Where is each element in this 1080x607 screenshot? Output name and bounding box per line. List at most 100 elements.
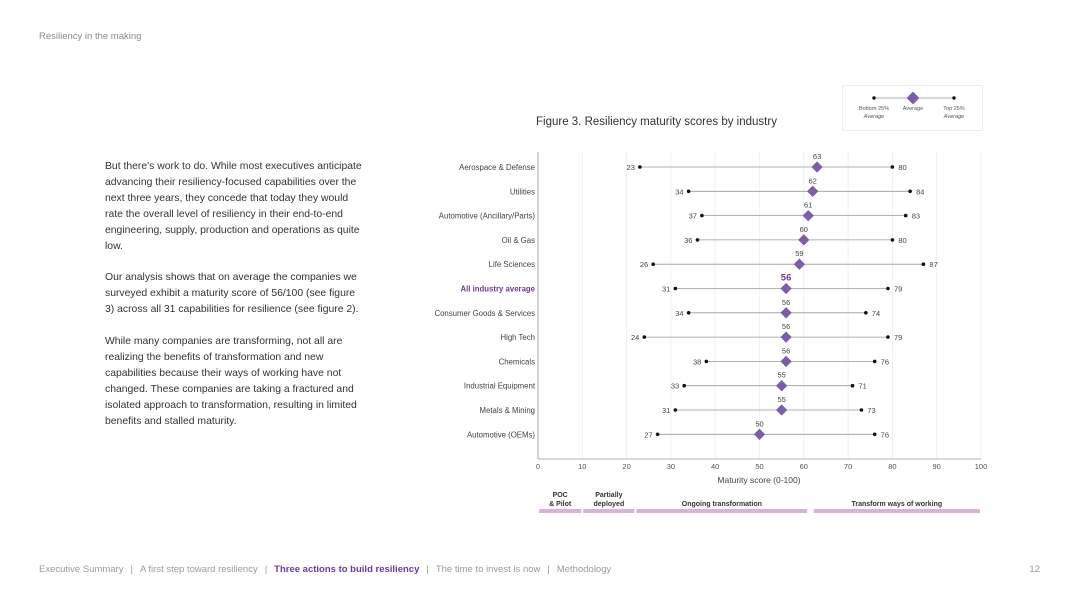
stage-segment: Transform ways of working: [813, 501, 980, 513]
stage-label: deployed: [594, 501, 625, 508]
category-label: Automotive (Ancillary/Parts): [439, 212, 536, 221]
stage-bar: [583, 509, 635, 513]
average-marker: [811, 161, 823, 173]
top-marker: [872, 432, 877, 437]
stage-segment: Partially deployed: [583, 492, 635, 513]
industry-row: Industrial Equipment 33 71 55: [464, 371, 867, 392]
legend-top-label-2: Average: [943, 114, 964, 120]
body-text: But there's work to do. While most execu…: [105, 159, 367, 446]
top-value-label: 76: [881, 430, 889, 439]
top-marker: [872, 359, 877, 364]
x-tick-label: 50: [755, 462, 763, 471]
legend-top-label: Top 25%: [943, 106, 965, 112]
bottom-value-label: 31: [662, 285, 670, 294]
industry-row: Chemicals 38 76 56: [499, 346, 889, 368]
bottom-marker: [651, 262, 655, 267]
footer-separator: |: [130, 564, 133, 575]
industry-row: Oil & Gas 36 80 60: [502, 225, 907, 246]
chart-gridlines: [537, 152, 982, 459]
footer-nav-link[interactable]: A first step toward resiliency: [139, 564, 258, 575]
stage-label: Ongoing transformation: [682, 501, 762, 508]
average-value-label: 56: [781, 273, 792, 284]
average-value-label: 61: [804, 201, 812, 210]
top-value-label: 80: [898, 236, 906, 245]
bottom-marker: [673, 408, 678, 412]
x-tick-label: 70: [844, 462, 852, 471]
footer-nav-link[interactable]: Executive Summary: [39, 564, 124, 575]
bottom-marker: [700, 213, 704, 218]
stage-bar: [539, 509, 582, 513]
top-marker: [850, 383, 855, 388]
bottom-marker: [655, 432, 660, 437]
top-marker: [921, 262, 926, 267]
average-marker: [780, 282, 792, 295]
category-label: Consumer Goods & Services: [434, 309, 535, 318]
average-value-label: 63: [813, 152, 821, 161]
average-value-label: 56: [782, 346, 790, 355]
maturity-stages: POC & Pilot Partially deployed Ongoing trans…: [539, 492, 980, 513]
average-value-label: 55: [777, 395, 785, 404]
legend-average-label: Average: [903, 106, 923, 112]
legend-top-marker: [952, 96, 956, 100]
footer-separator: |: [426, 564, 429, 575]
average-marker: [798, 234, 810, 246]
footer-nav-link[interactable]: Three actions to build resiliency: [274, 564, 420, 575]
stage-segment: Ongoing transformation: [636, 501, 808, 513]
x-tick-label: 100: [975, 462, 988, 471]
legend-average-marker: [906, 91, 920, 105]
industry-row: Consumer Goods & Services 34 74 56: [434, 298, 880, 319]
top-value-label: 76: [881, 357, 889, 366]
bottom-value-label: 34: [675, 309, 683, 318]
industry-row: Life Sciences 26 87 59: [489, 249, 938, 270]
bottom-marker: [673, 286, 678, 291]
industry-row: Aerospace & Defense 23 80 63: [459, 152, 907, 173]
category-label: Automotive (OEMs): [467, 430, 535, 439]
bottom-marker: [704, 359, 709, 364]
bottom-value-label: 38: [693, 357, 701, 366]
industry-row: Automotive (Ancillary/Parts) 37 83 61: [439, 201, 920, 222]
stage-label: POC: [553, 492, 568, 499]
footer-nav: Executive Summary | A first step toward re…: [39, 564, 611, 575]
top-value-label: 83: [912, 212, 920, 221]
average-value-label: 50: [755, 419, 763, 428]
top-marker: [890, 165, 895, 169]
page-number: 12: [1029, 564, 1040, 575]
stage-label: Partially: [595, 492, 622, 499]
category-label: Industrial Equipment: [464, 382, 536, 391]
industry-row: High Tech 24 79 56: [500, 322, 902, 343]
stage-label: Transform ways of working: [852, 501, 943, 508]
top-value-label: 79: [894, 333, 902, 342]
bottom-marker: [642, 335, 647, 339]
footer-nav-link[interactable]: The time to invest is now: [435, 564, 541, 575]
x-tick-label: 40: [711, 462, 719, 471]
industry-row: Automotive (OEMs) 27 76 50: [467, 419, 889, 440]
category-label: Utilities: [510, 187, 535, 196]
x-tick-label: 80: [888, 462, 896, 471]
chart-legend-box: [842, 85, 983, 131]
stage-bar: [636, 509, 808, 513]
bottom-value-label: 27: [644, 430, 652, 439]
bottom-marker: [638, 165, 642, 169]
stage-label: & Pilot: [549, 501, 572, 508]
bottom-value-label: 34: [675, 187, 683, 196]
average-marker: [775, 380, 788, 392]
page-header-title: Resiliency in the making: [39, 31, 142, 42]
category-label: Chemicals: [499, 357, 535, 366]
top-value-label: 80: [898, 163, 906, 172]
category-label: Aerospace & Defense: [459, 163, 535, 172]
category-label: Life Sciences: [489, 260, 535, 269]
average-value-label: 59: [795, 249, 803, 258]
top-marker: [886, 335, 890, 339]
bottom-value-label: 33: [671, 382, 679, 391]
average-marker: [780, 331, 792, 343]
chart-legend: Bottom 25% Average Average Top 25% Avera…: [859, 91, 965, 120]
average-value-label: 56: [782, 298, 790, 307]
industry-row: Utilities 34 84 62: [510, 176, 924, 197]
top-value-label: 84: [916, 187, 924, 196]
footer-nav-link[interactable]: Methodology: [556, 564, 612, 575]
footer-separator: |: [264, 564, 268, 575]
top-marker: [886, 286, 890, 291]
average-marker: [753, 428, 766, 440]
x-tick-label: 60: [800, 462, 808, 471]
average-marker: [780, 355, 792, 368]
